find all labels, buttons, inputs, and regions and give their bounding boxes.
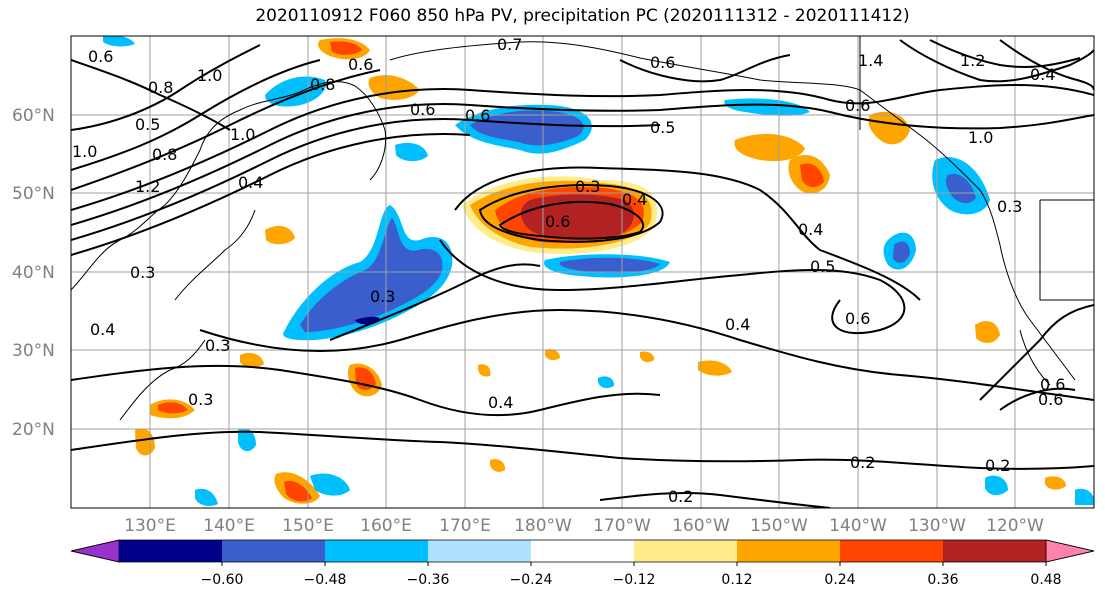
contour-label: 1.0 xyxy=(968,128,993,147)
contour-label: 0.2 xyxy=(668,487,693,506)
lon-label: 130°W xyxy=(908,516,966,536)
contour-label: 0.4 xyxy=(488,393,513,412)
lon-label: 160°E xyxy=(360,516,412,536)
lon-label: 170°W xyxy=(593,516,651,536)
colorbar-tick-label: 0.24 xyxy=(824,572,855,588)
contour-label: 0.8 xyxy=(148,78,173,97)
contour-label: 0.5 xyxy=(650,118,675,137)
colorbar-segment xyxy=(531,540,635,562)
lat-label: 50°N xyxy=(12,184,55,204)
pv-contours xyxy=(71,39,1094,508)
contour-label: 0.6 xyxy=(88,47,113,66)
contour-label: 0.6 xyxy=(465,106,490,125)
lon-label: 170°E xyxy=(439,516,491,536)
lon-label: 150°W xyxy=(750,516,808,536)
lat-label: 20°N xyxy=(12,420,55,440)
contour-label: 0.3 xyxy=(370,287,395,306)
contour-label: 0.6 xyxy=(845,96,870,115)
contour-label: 0.3 xyxy=(575,177,600,196)
colorbar-tick-label: −0.60 xyxy=(201,572,244,588)
colorbar-segment xyxy=(222,540,326,562)
map-title: 2020110912 F060 850 hPa PV, precipitatio… xyxy=(255,6,910,26)
colorbar-segment xyxy=(943,540,1047,562)
contour-label: 0.6 xyxy=(845,309,870,328)
contour-label: 0.6 xyxy=(1040,375,1065,394)
contour-label: 1.4 xyxy=(858,51,883,70)
lon-label: 180°W xyxy=(514,516,572,536)
colorbar-tick-label: −0.36 xyxy=(407,572,450,588)
contour-label: 0.8 xyxy=(310,75,335,94)
contour-label: 0.3 xyxy=(205,336,230,355)
colorbar-tick-label: −0.48 xyxy=(304,572,347,588)
colorbar-segment xyxy=(325,540,429,562)
contour-labels: 0.6 1.0 0.8 0.5 1.0 0.8 1.0 1.2 0.4 0.3 … xyxy=(72,35,1065,506)
lat-label: 60°N xyxy=(12,106,55,126)
colorbar-ticks: −0.60 −0.48 −0.36 −0.24 −0.12 0.12 0.24 0.36 0.4… xyxy=(201,562,1062,588)
lon-label: 120°W xyxy=(986,516,1044,536)
contour-label: 1.0 xyxy=(72,142,97,161)
contour-label: 0.4 xyxy=(725,315,750,334)
colorbar-extension-high xyxy=(1045,539,1095,563)
colorbar-segment xyxy=(428,540,532,562)
lon-label: 160°W xyxy=(672,516,730,536)
contour-label: 0.6 xyxy=(1038,390,1063,409)
contour-label: 0.5 xyxy=(135,115,160,134)
contour-label: 0.6 xyxy=(545,212,570,231)
colorbar-segment xyxy=(119,540,223,562)
colorbar-tick-label: −0.24 xyxy=(510,572,553,588)
contour-label: 0.4 xyxy=(238,173,263,192)
lat-label: 40°N xyxy=(12,263,55,283)
colorbar xyxy=(70,539,1095,563)
contour-label: 0.8 xyxy=(152,145,177,164)
contour-label: 0.4 xyxy=(622,190,647,209)
contour-label: 0.6 xyxy=(410,100,435,119)
colorbar-tick-label: 0.36 xyxy=(927,572,958,588)
contour-label: 0.2 xyxy=(985,456,1010,475)
colorbar-tick-label: −0.12 xyxy=(613,572,656,588)
coastlines xyxy=(71,36,1094,421)
lon-label: 140°W xyxy=(829,516,887,536)
colorbar-extension-low xyxy=(70,539,120,563)
colorbar-segment xyxy=(634,540,738,562)
colorbar-outline xyxy=(70,539,1095,563)
contour-label: 0.2 xyxy=(850,453,875,472)
longitude-labels: 130°E 140°E 150°E 160°E 170°E 180°W 170°… xyxy=(124,516,1044,536)
colorbar-segment xyxy=(737,540,841,562)
contour-label: 0.4 xyxy=(798,220,823,239)
lon-label: 130°E xyxy=(124,516,176,536)
lon-label: 140°E xyxy=(203,516,255,536)
contour-label: 1.0 xyxy=(230,125,255,144)
contour-label: 0.5 xyxy=(810,257,835,276)
contour-label: 0.3 xyxy=(997,197,1022,216)
contour-label: 1.0 xyxy=(197,66,222,85)
colorbar-tick-label: 0.48 xyxy=(1030,572,1061,588)
map-frame xyxy=(70,35,1095,509)
colorbar-tick-label: 0.12 xyxy=(721,572,752,588)
contour-label: 0.4 xyxy=(1030,65,1055,84)
contour-label: 0.6 xyxy=(650,53,675,72)
contour-label: 1.2 xyxy=(135,177,160,196)
contour-label: 0.4 xyxy=(90,320,115,339)
lon-label: 150°E xyxy=(282,516,334,536)
lat-label: 30°N xyxy=(12,341,55,361)
contour-label: 1.2 xyxy=(960,51,985,70)
contour-label: 0.7 xyxy=(497,35,522,54)
contour-label: 0.3 xyxy=(188,390,213,409)
colorbar-segment xyxy=(840,540,944,562)
latitude-labels: 60°N 50°N 40°N 30°N 20°N xyxy=(12,106,55,440)
contour-label: 0.6 xyxy=(348,55,373,74)
contour-label: 0.3 xyxy=(130,263,155,282)
